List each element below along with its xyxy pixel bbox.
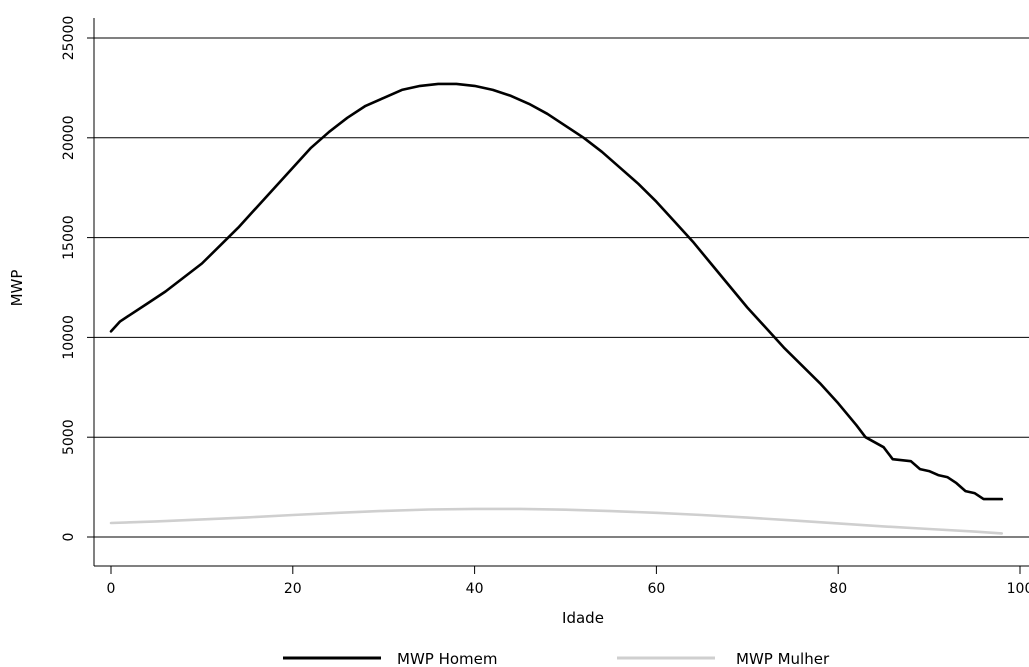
x-tick-label: 80: [829, 581, 847, 597]
legend-label-homem: MWP Homem: [397, 650, 498, 667]
x-tick-label: 20: [284, 581, 302, 597]
axes: [93, 18, 1029, 567]
series-line-mulher: [109, 507, 1004, 535]
x-tick-label: 0: [107, 581, 116, 597]
y-tick-label: 10000: [61, 315, 77, 360]
y-axis-ticks: 0 5000 10000 15000 20000 25000: [61, 16, 94, 542]
y-axis-title: MWP: [8, 270, 26, 307]
y-tick-label: 20000: [61, 116, 77, 161]
y-tick-label: 25000: [61, 16, 77, 61]
y-tick-label: 15000: [61, 215, 77, 260]
x-tick-label: 60: [647, 581, 665, 597]
gridlines: [94, 37, 1029, 538]
y-tick-label: 5000: [61, 419, 77, 455]
x-tick-label: 100: [1007, 581, 1029, 597]
legend-label-mulher: MWP Mulher: [736, 650, 830, 667]
y-tick-label: 0: [61, 533, 77, 542]
legend: MWP Homem MWP Mulher: [283, 650, 830, 667]
x-axis-ticks: 0 20 40 60 80 100: [107, 566, 1029, 597]
x-tick-label: 40: [466, 581, 484, 597]
x-axis-title: Idade: [562, 609, 604, 627]
series-line-homem: [109, 82, 1004, 501]
series-lines: [109, 82, 1004, 535]
